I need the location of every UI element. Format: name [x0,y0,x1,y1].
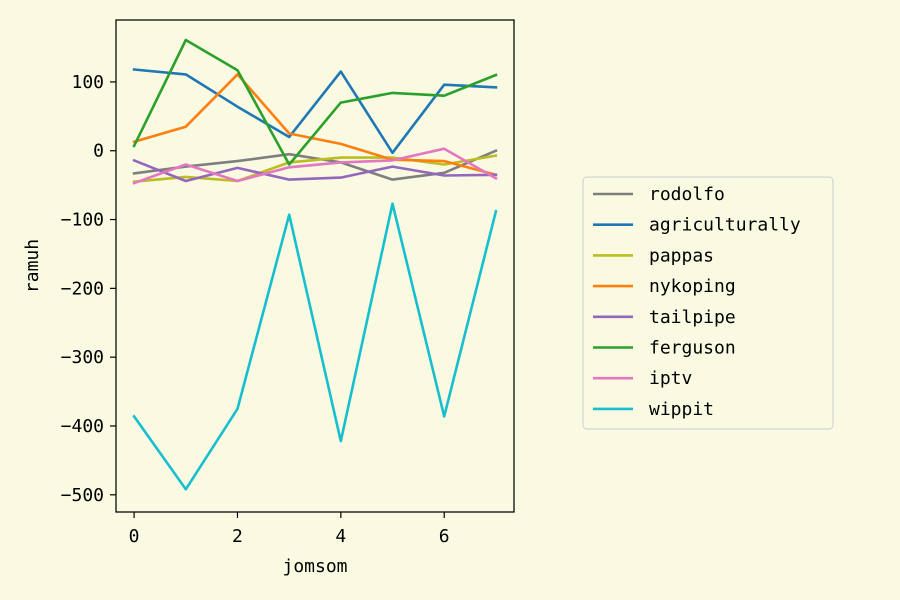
x-tick-label: 2 [232,526,243,547]
y-tick-label: −300 [61,347,104,368]
legend-label-nykoping: nykoping [649,276,736,297]
series-line-tailpipe [132,158,498,183]
y-tick-label: −400 [61,416,104,437]
x-axis-ticks: 0 2 4 6 [129,512,450,547]
series-line-agriculturally [132,68,498,155]
x-tick-label: 0 [129,526,140,547]
y-tick-label: −100 [61,210,104,231]
legend-label-agriculturally: agriculturally [649,215,801,236]
series-line-iptv [132,147,498,185]
y-tick-label: −500 [61,485,104,506]
series-line-ferguson [132,38,498,166]
legend-label-iptv: iptv [649,368,692,389]
series-line-nykoping [132,73,498,177]
legend-label-wippit: wippit [649,399,714,420]
y-tick-label: 100 [71,72,104,93]
plot-frame [115,19,515,513]
y-axis-ticks: 100 0 −100 −200 −300 −400 −500 [61,72,116,506]
x-tick-label: 6 [439,526,450,547]
legend-box [582,176,834,430]
legend-items: rodolfo agriculturally pappas nykoping tailp… [593,184,801,420]
legend-label-rodolfo: rodolfo [649,184,725,205]
y-tick-label: 0 [93,141,104,162]
y-axis-label: ramuh [22,239,43,293]
legend-label-ferguson: ferguson [649,338,736,359]
x-tick-label: 4 [335,526,346,547]
series-line-wippit [132,202,498,491]
series-layer [132,38,498,491]
y-tick-label: −200 [61,278,104,299]
legend-label-tailpipe: tailpipe [649,307,736,328]
legend: rodolfo agriculturally pappas nykoping tailp… [582,176,834,430]
x-axis-label: jomsom [282,556,347,577]
legend-label-pappas: pappas [649,245,714,266]
